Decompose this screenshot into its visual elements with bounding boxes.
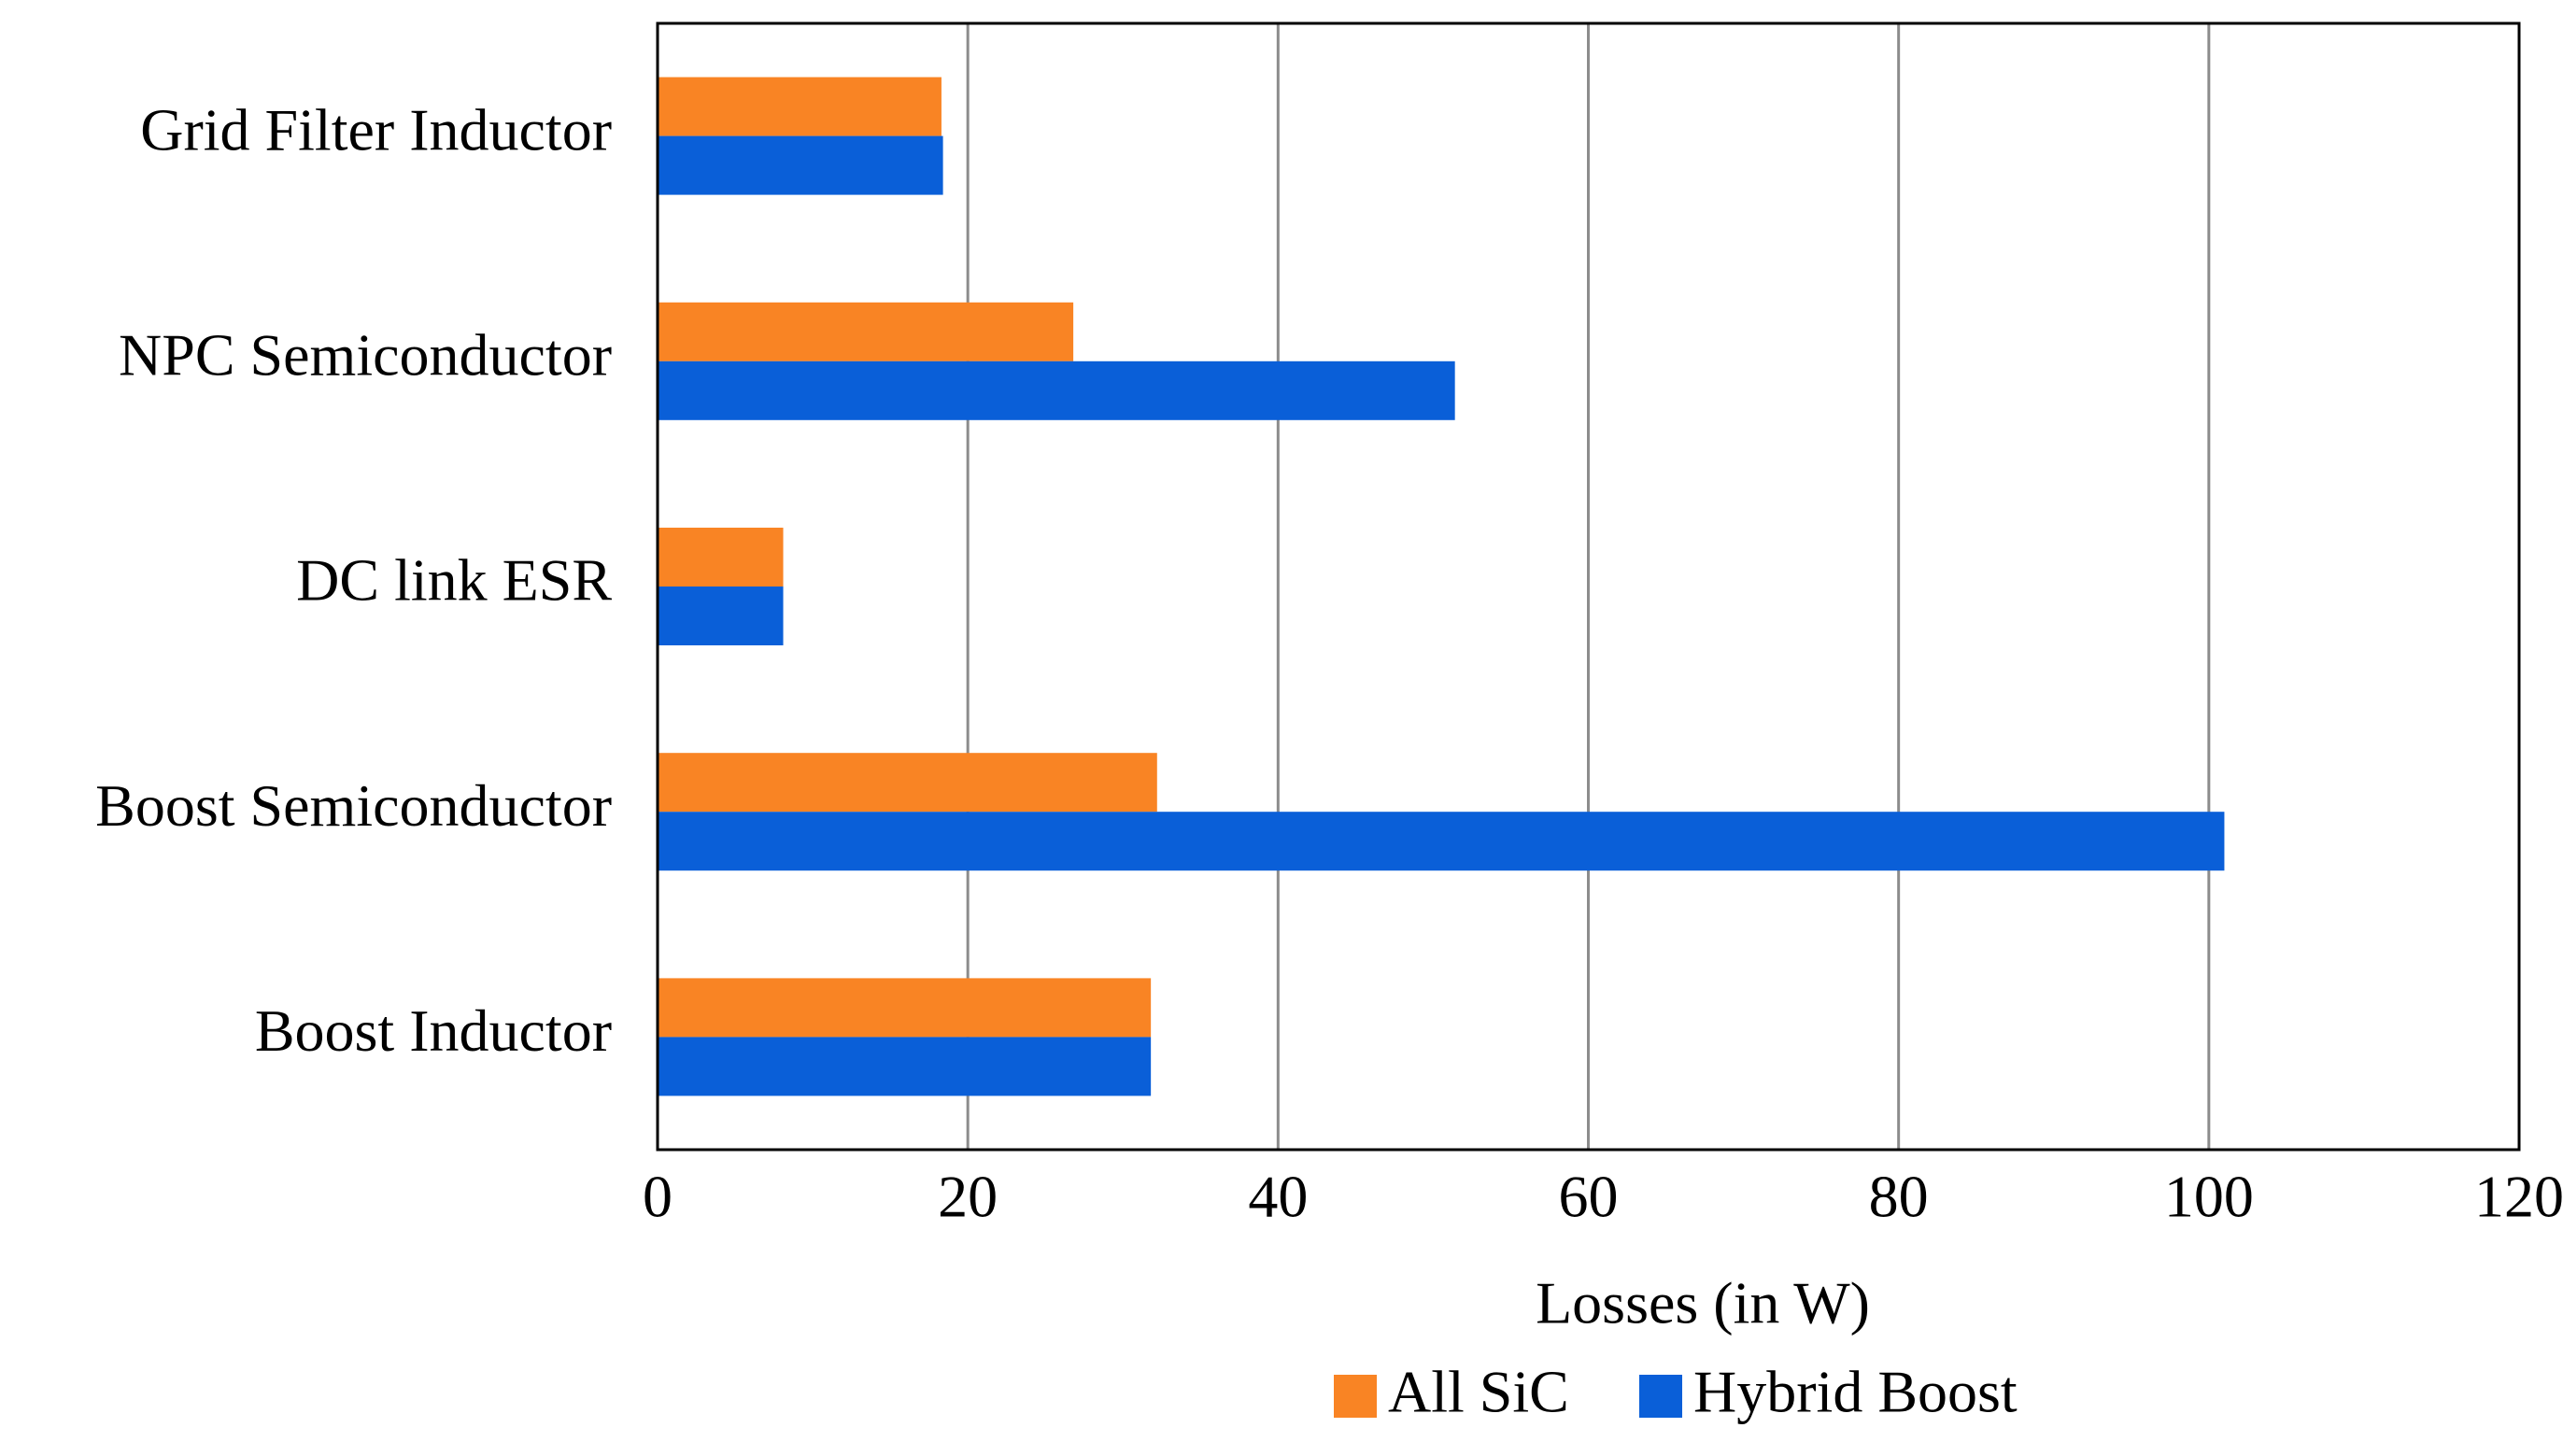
- bar: [658, 77, 942, 136]
- legend-swatch: [1334, 1375, 1377, 1418]
- y-tick-label: Boost Semiconductor: [95, 772, 612, 839]
- bar: [658, 812, 2225, 871]
- x-tick-label: 80: [1869, 1164, 1929, 1230]
- y-tick-label: Grid Filter Inductor: [140, 96, 612, 163]
- x-tick-label: 0: [643, 1164, 673, 1230]
- x-axis-label: Losses (in W): [1536, 1270, 1870, 1336]
- bar: [658, 587, 784, 645]
- x-tick-label: 20: [938, 1164, 998, 1230]
- bar: [658, 978, 1152, 1038]
- bar: [658, 1037, 1152, 1096]
- bar: [658, 302, 1074, 361]
- bar: [658, 360, 1455, 420]
- plot-border: [656, 21, 2521, 1152]
- legend-label: All SiC: [1388, 1359, 1569, 1425]
- x-tick-label: 120: [2474, 1164, 2563, 1230]
- bar: [658, 528, 784, 587]
- bar: [658, 135, 943, 195]
- x-tick-label: 60: [1559, 1164, 1619, 1230]
- y-tick-label: Boost Inductor: [255, 997, 612, 1064]
- x-tick-label: 40: [1248, 1164, 1308, 1230]
- y-tick-label: DC link ESR: [296, 547, 612, 614]
- x-tick-label: 100: [2164, 1164, 2254, 1230]
- y-tick-label: NPC Semiconductor: [119, 321, 612, 388]
- legend-swatch: [1639, 1375, 1682, 1418]
- bar: [658, 753, 1157, 813]
- legend-label: Hybrid Boost: [1693, 1359, 2018, 1425]
